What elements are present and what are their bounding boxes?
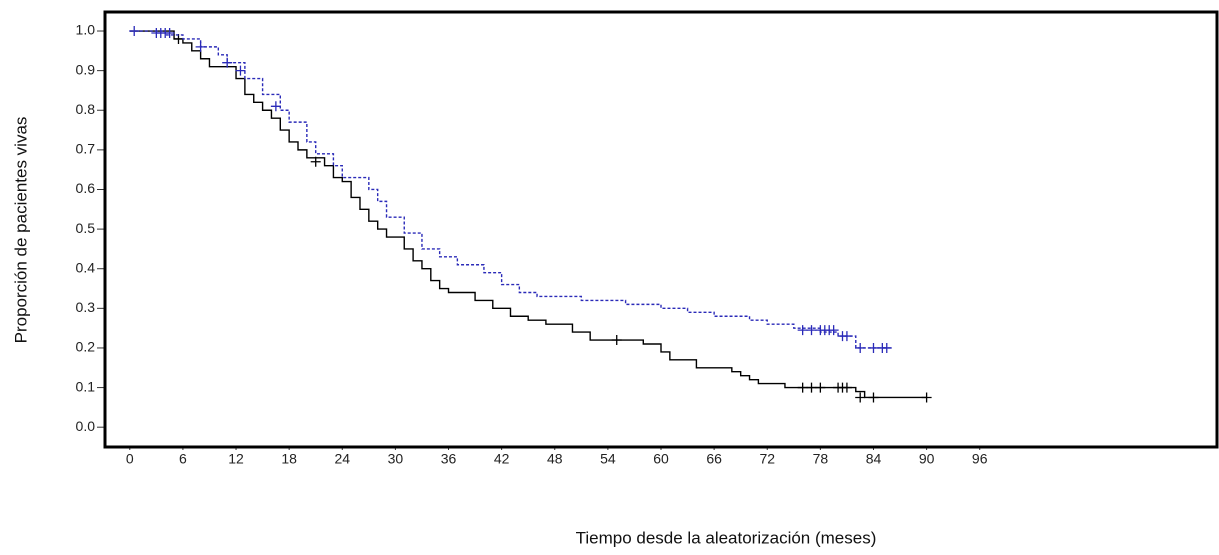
y-tick-label: 0.8 [76, 101, 96, 117]
censor-mark [815, 382, 826, 393]
censor-mark [164, 27, 175, 38]
y-tick-label: 0.2 [76, 339, 96, 355]
censor-mark [841, 382, 852, 393]
y-tick-label: 1.0 [76, 22, 96, 38]
censor-mark [222, 57, 233, 68]
censor-mark [806, 325, 817, 336]
censor-mark [195, 41, 206, 52]
x-tick-label: 6 [179, 451, 187, 467]
x-tick-label: 90 [919, 451, 935, 467]
x-tick-label: 72 [759, 451, 775, 467]
censor-mark [921, 392, 932, 403]
y-tick-label: 0.4 [76, 259, 96, 275]
x-tick-label: 36 [441, 451, 457, 467]
censor-mark [881, 342, 892, 353]
x-tick-label: 42 [494, 451, 510, 467]
y-tick-label: 0.5 [76, 220, 96, 236]
censor-mark [841, 331, 852, 342]
censor-mark [797, 382, 808, 393]
x-tick-label: 66 [706, 451, 722, 467]
censor-mark [806, 382, 817, 393]
censor-mark [868, 392, 879, 403]
x-tick-label: 30 [388, 451, 404, 467]
censor-mark [611, 335, 622, 346]
x-tick-label: 0 [126, 451, 134, 467]
censor-mark [797, 325, 808, 336]
x-tick-label: 54 [600, 451, 616, 467]
censor-mark [310, 156, 321, 167]
censor-mark [129, 26, 140, 37]
x-tick-label: 84 [866, 451, 882, 467]
censor-mark [868, 342, 879, 353]
censor-mark [855, 392, 866, 403]
survival-curve [129, 30, 892, 349]
plot-frame [103, 10, 1219, 449]
censor-mark [828, 325, 839, 336]
y-tick-label: 0.3 [76, 299, 96, 315]
y-tick-label: 0.0 [76, 418, 96, 434]
y-tick-label: 0.6 [76, 180, 96, 196]
y-tick-label: 0.1 [76, 378, 96, 394]
y-axis-title: Proporción de pacientes vivas [11, 117, 30, 344]
censor-mark [270, 101, 281, 112]
x-axis-title: Tiempo desde la aleatorización (meses) [576, 528, 877, 547]
x-tick-label: 78 [813, 451, 829, 467]
survival-curve [129, 30, 927, 399]
x-tick-label: 48 [547, 451, 563, 467]
censor-mark [235, 65, 246, 76]
y-tick-label: 0.7 [76, 141, 96, 157]
x-tick-label: 12 [228, 451, 244, 467]
x-tick-label: 60 [653, 451, 669, 467]
censor-mark [855, 342, 866, 353]
x-tick-label: 18 [281, 451, 297, 467]
y-tick-label: 0.9 [76, 61, 96, 77]
x-tick-label: 24 [334, 451, 350, 467]
x-tick-label: 96 [972, 451, 988, 467]
